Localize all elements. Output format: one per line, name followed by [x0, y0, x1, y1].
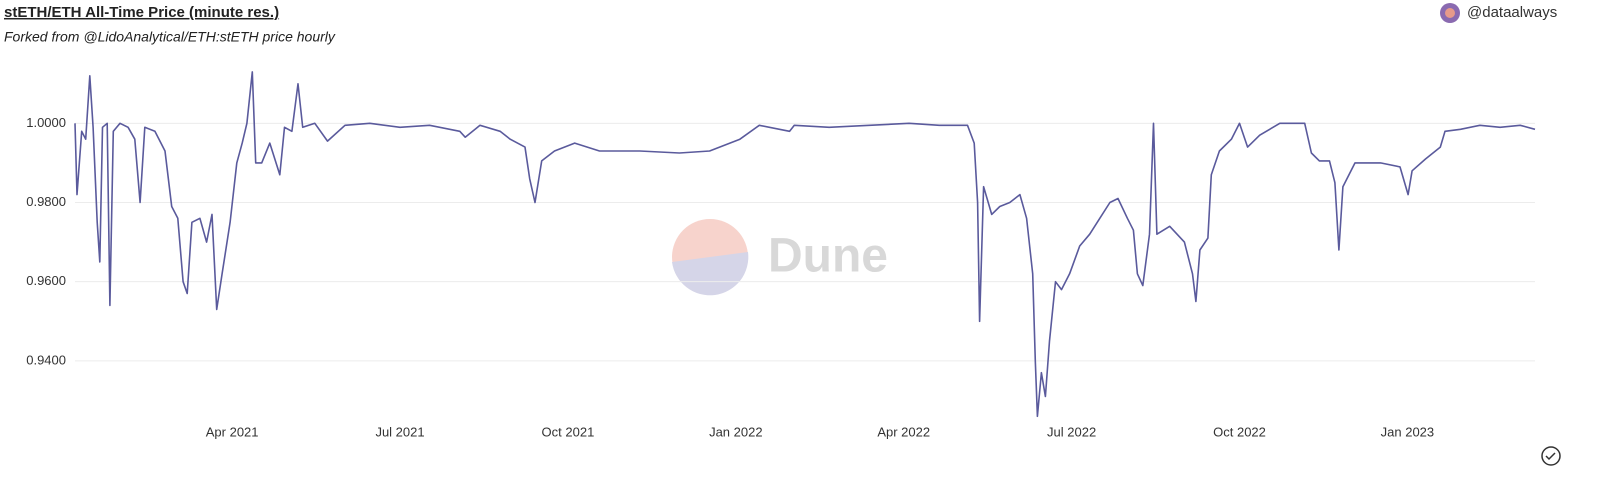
watermark-text: Dune: [768, 230, 888, 283]
x-tick-label: Jan 2022: [709, 424, 763, 439]
y-tick-label: 0.9400: [26, 352, 66, 367]
author-avatar-inner: [1445, 8, 1455, 18]
x-tick-label: Jul 2021: [375, 424, 424, 439]
x-tick-label: Apr 2021: [206, 424, 259, 439]
y-tick-label: 0.9600: [26, 273, 66, 288]
watermark: Dune: [672, 219, 888, 296]
chart-title[interactable]: stETH/ETH All-Time Price (minute res.): [4, 4, 279, 21]
x-tick-label: Oct 2021: [542, 424, 595, 439]
x-tick-label: Jul 2022: [1047, 424, 1096, 439]
check-icon[interactable]: [1541, 446, 1561, 466]
y-tick-label: 1.0000: [26, 115, 66, 130]
author[interactable]: @dataalways: [1467, 4, 1557, 21]
chart-subtitle: Forked from @LidoAnalytical/ETH:stETH pr…: [4, 29, 336, 45]
price-line: [74, 71, 1536, 418]
x-tick-label: Jan 2023: [1381, 424, 1435, 439]
x-tick-label: Oct 2022: [1213, 424, 1266, 439]
x-tick-label: Apr 2022: [877, 424, 930, 439]
y-tick-label: 0.9800: [26, 194, 66, 209]
